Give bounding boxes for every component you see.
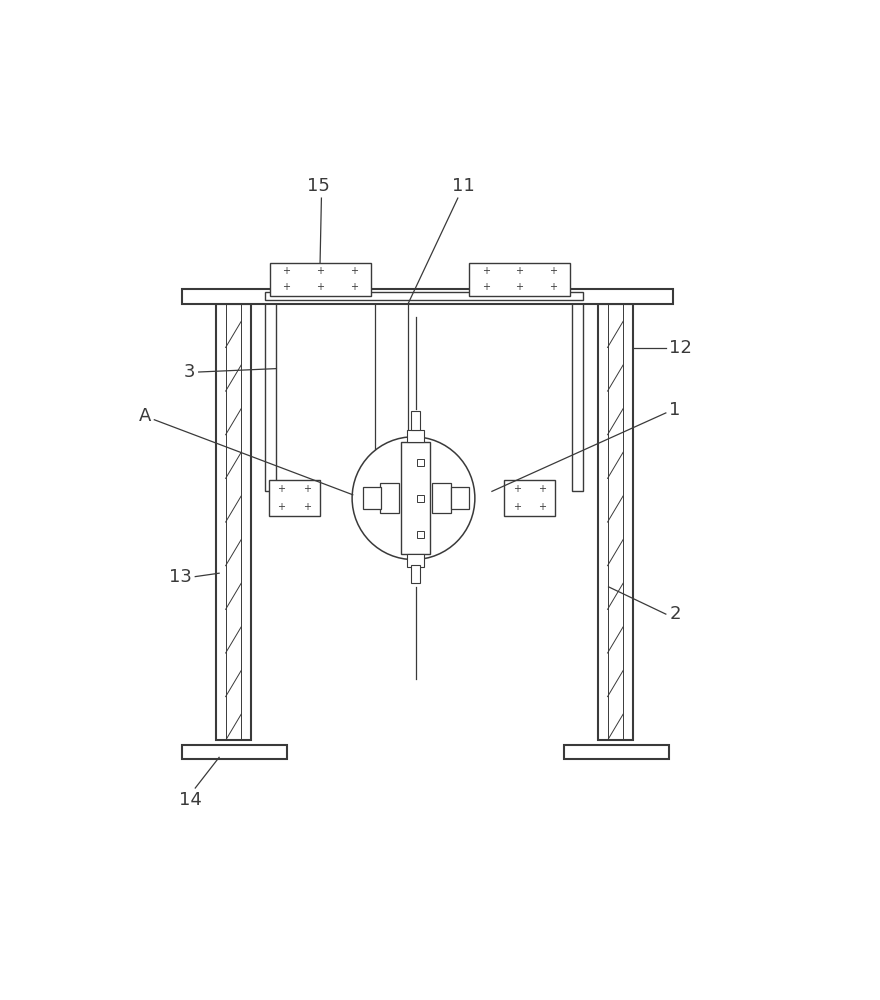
Text: +: + (515, 266, 524, 276)
Bar (469, 263, 569, 296)
Text: +: + (282, 282, 290, 292)
Text: 12: 12 (669, 339, 692, 357)
Bar (432, 483, 451, 513)
Bar (411, 411, 421, 430)
Text: 1: 1 (669, 401, 680, 419)
Text: +: + (277, 502, 285, 512)
Bar (268, 480, 319, 516)
Text: +: + (539, 502, 546, 512)
Text: +: + (303, 502, 311, 512)
Bar (407, 430, 424, 442)
Text: +: + (481, 266, 489, 276)
Bar (363, 487, 381, 509)
Bar (181, 745, 288, 759)
Text: +: + (349, 266, 357, 276)
Text: +: + (303, 484, 311, 494)
Bar (411, 565, 421, 583)
Text: +: + (481, 282, 489, 292)
Bar (417, 459, 424, 466)
Text: +: + (316, 282, 324, 292)
Bar (401, 442, 429, 554)
Text: +: + (549, 266, 557, 276)
Bar (269, 263, 370, 296)
Text: A: A (138, 407, 151, 425)
Bar (407, 554, 424, 567)
Bar (380, 483, 400, 513)
Bar (451, 487, 469, 509)
Text: 14: 14 (179, 791, 202, 809)
Bar (504, 480, 555, 516)
Text: 15: 15 (306, 177, 329, 195)
Text: +: + (513, 484, 521, 494)
Text: 3: 3 (184, 363, 195, 381)
Bar (266, 292, 276, 491)
Bar (572, 292, 583, 491)
Text: +: + (549, 282, 557, 292)
Text: +: + (513, 502, 521, 512)
Bar (598, 304, 633, 740)
Text: +: + (316, 266, 324, 276)
Bar (216, 304, 251, 740)
Text: +: + (277, 484, 285, 494)
Text: +: + (349, 282, 357, 292)
Text: 2: 2 (669, 605, 681, 623)
Text: 11: 11 (452, 177, 474, 195)
Text: 13: 13 (169, 568, 192, 586)
Bar (266, 292, 583, 300)
Bar (417, 495, 424, 502)
Bar (181, 289, 672, 304)
Text: +: + (515, 282, 524, 292)
Text: +: + (539, 484, 546, 494)
Bar (563, 745, 670, 759)
Text: +: + (282, 266, 290, 276)
Bar (417, 531, 424, 538)
